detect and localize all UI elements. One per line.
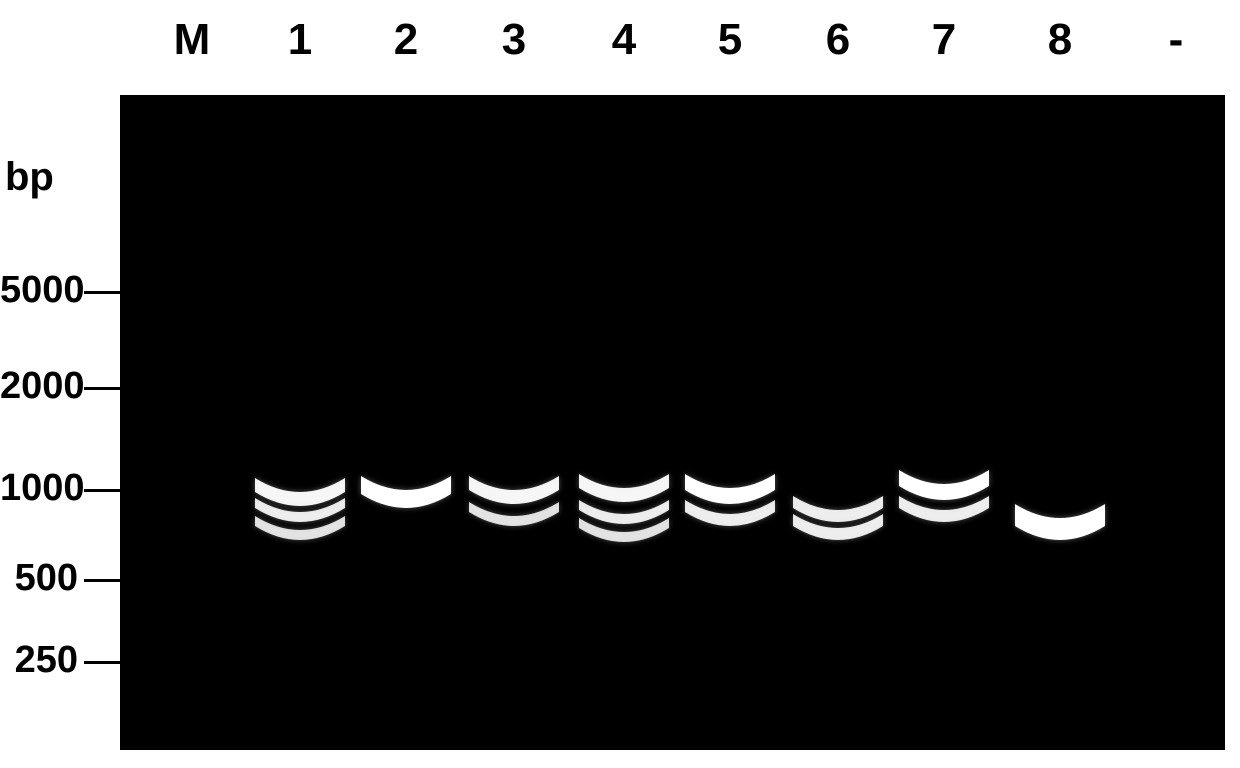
gel-band — [899, 492, 989, 540]
lane-label-3: 3 — [484, 15, 544, 65]
marker-label-1000: 1000 — [0, 467, 78, 510]
bp-unit-label: bp — [5, 155, 54, 200]
gel-band — [1015, 500, 1105, 558]
lane-label-2: 2 — [376, 15, 436, 65]
lane-label-7: 7 — [914, 15, 974, 65]
gel-band — [361, 472, 451, 526]
marker-label-5000: 5000 — [0, 269, 78, 312]
marker-label-250: 250 — [0, 639, 78, 682]
lane-label-M: M — [162, 15, 222, 65]
gel-band — [579, 514, 669, 560]
gel-background — [120, 95, 1225, 750]
marker-tick-500 — [84, 579, 120, 582]
gel-band — [685, 496, 775, 544]
lane-label-8: 8 — [1030, 15, 1090, 65]
marker-tick-5000 — [84, 291, 120, 294]
lane-label-neg: - — [1146, 15, 1206, 65]
lane-label-1: 1 — [270, 15, 330, 65]
lane-label-5: 5 — [700, 15, 760, 65]
gel-band — [469, 498, 559, 544]
lane-label-4: 4 — [594, 15, 654, 65]
marker-tick-1000 — [84, 489, 120, 492]
marker-tick-250 — [84, 661, 120, 664]
marker-label-500: 500 — [0, 557, 78, 600]
gel-band — [793, 510, 883, 558]
marker-label-2000: 2000 — [0, 365, 78, 408]
marker-tick-2000 — [84, 387, 120, 390]
lane-label-6: 6 — [808, 15, 868, 65]
gel-band — [255, 512, 345, 558]
